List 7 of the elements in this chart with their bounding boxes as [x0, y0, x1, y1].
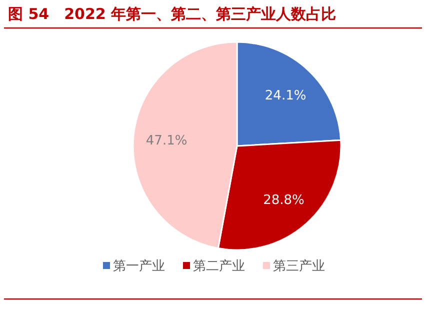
- legend-label: 第二产业: [193, 259, 245, 274]
- data-label: 24.1%: [264, 88, 306, 104]
- data-label: 28.8%: [263, 193, 304, 208]
- data-label: 47.1%: [146, 134, 188, 149]
- legend-label: 第三产业: [273, 259, 325, 274]
- chart-title: 图 54 2022 年第一、第二、第三产业人数占比: [8, 5, 336, 23]
- legend-label: 第一产业: [113, 259, 165, 274]
